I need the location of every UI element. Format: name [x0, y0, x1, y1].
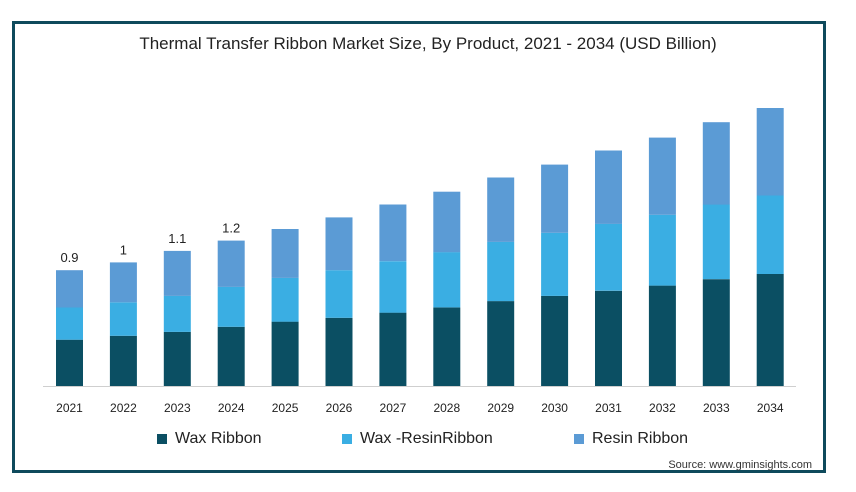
bar-segment-2029-1 [487, 241, 515, 302]
bar-segment-2022-1 [109, 302, 137, 336]
bar-segment-2030-1 [541, 232, 569, 296]
bar-segment-2028-0 [433, 307, 461, 386]
bar-segment-2024-0 [217, 326, 245, 386]
bar-segment-2029-2 [487, 177, 515, 242]
bar-segment-2030-2 [541, 164, 569, 233]
chart-title: Thermal Transfer Ribbon Market Size, By … [139, 34, 717, 53]
x-tick-label: 2028 [433, 401, 460, 415]
bar-segment-2032-1 [648, 214, 676, 286]
bar-segment-2021-0 [56, 339, 83, 386]
x-tick-label: 2029 [487, 401, 514, 415]
x-tick-label: 2033 [703, 401, 730, 415]
bar-segment-2034-1 [756, 195, 784, 274]
bar-segment-2034-0 [756, 274, 784, 386]
bar-segment-2028-1 [433, 252, 461, 308]
bar-segment-2033-0 [702, 279, 730, 386]
x-tick-label: 2022 [110, 401, 137, 415]
legend-swatch [342, 434, 352, 444]
bar-segment-2028-2 [433, 191, 461, 253]
x-tick-label: 2021 [56, 401, 83, 415]
bar-segment-2021-2 [56, 270, 83, 308]
data-label: 1.2 [222, 221, 240, 236]
legend-item-wax-resin-ribbon: Wax -ResinRibbon [342, 430, 493, 448]
bar-segment-2025-0 [271, 321, 299, 386]
x-tick-label: 2023 [164, 401, 191, 415]
x-tick-label: 2024 [218, 401, 245, 415]
bar-segment-2027-1 [379, 261, 407, 313]
bar-segment-2023-0 [163, 331, 191, 386]
bar-segment-2030-0 [541, 295, 569, 386]
x-tick-label: 2034 [757, 401, 784, 415]
x-tick-label: 2027 [380, 401, 407, 415]
bar-segment-2025-1 [271, 277, 299, 322]
bar-segment-2026-1 [325, 270, 353, 318]
bar-segment-2029-0 [487, 301, 515, 386]
bar-segment-2032-2 [648, 137, 676, 215]
legend-swatch [574, 434, 584, 444]
bar-segment-2023-2 [163, 250, 191, 296]
x-tick-label: 2025 [272, 401, 299, 415]
bar-segment-2034-2 [756, 108, 784, 196]
legend-label: Wax -ResinRibbon [360, 430, 493, 447]
bar-segment-2033-2 [702, 122, 730, 205]
bar-segment-2026-2 [325, 217, 353, 271]
bar-segment-2031-2 [595, 150, 622, 224]
x-tick-label: 2032 [649, 401, 676, 415]
bar-segment-2022-0 [109, 335, 137, 386]
legend-label: Resin Ribbon [592, 430, 689, 447]
legend-label: Wax Ribbon [175, 430, 262, 447]
bar-segment-2027-2 [379, 204, 407, 262]
source-note: Source: www.gminsights.com [668, 459, 812, 471]
chart-frame [12, 21, 826, 473]
legend-item-resin-ribbon: Resin Ribbon [574, 430, 688, 448]
bar-segment-2024-1 [217, 286, 245, 327]
bar-segment-2031-1 [595, 223, 622, 291]
bar-segment-2032-0 [648, 285, 676, 386]
x-tick-label: 2031 [595, 401, 622, 415]
bar-segment-2027-0 [379, 312, 407, 386]
bar-segment-2023-1 [163, 295, 191, 332]
bar-segment-2025-2 [271, 229, 299, 278]
bar-segment-2021-1 [56, 307, 83, 340]
x-tick-label: 2026 [326, 401, 353, 415]
x-tick-label: 2030 [541, 401, 568, 415]
bar-segment-2026-0 [325, 317, 353, 386]
bar-segment-2024-2 [217, 240, 245, 287]
data-label: 1.1 [168, 231, 186, 246]
bar-segment-2031-0 [595, 290, 622, 386]
data-label: 0.9 [60, 250, 78, 265]
legend-swatch [157, 434, 167, 444]
bar-segment-2022-2 [109, 262, 137, 303]
legend-item-wax-ribbon: Wax Ribbon [157, 430, 262, 448]
data-label: 1 [120, 242, 127, 257]
bar-segment-2033-1 [702, 204, 730, 280]
